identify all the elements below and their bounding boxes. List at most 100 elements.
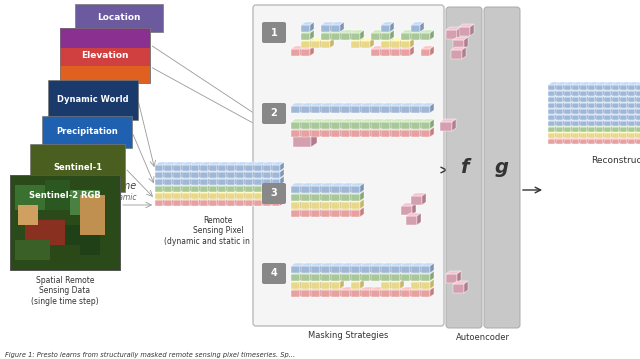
- Polygon shape: [588, 88, 599, 91]
- Polygon shape: [580, 118, 591, 121]
- Polygon shape: [227, 193, 235, 199]
- Polygon shape: [226, 190, 230, 199]
- Polygon shape: [628, 94, 639, 97]
- Polygon shape: [564, 127, 571, 132]
- Polygon shape: [612, 100, 623, 103]
- Polygon shape: [400, 263, 404, 273]
- Polygon shape: [301, 202, 310, 209]
- Polygon shape: [341, 194, 350, 201]
- Polygon shape: [209, 190, 221, 193]
- Polygon shape: [596, 85, 603, 90]
- Polygon shape: [611, 100, 615, 108]
- Polygon shape: [330, 119, 334, 129]
- Polygon shape: [351, 33, 360, 40]
- Polygon shape: [291, 130, 300, 137]
- Polygon shape: [321, 25, 330, 32]
- Polygon shape: [391, 287, 404, 290]
- Polygon shape: [164, 200, 172, 206]
- Polygon shape: [619, 124, 623, 132]
- Polygon shape: [371, 103, 384, 106]
- Polygon shape: [164, 183, 176, 186]
- Polygon shape: [579, 130, 583, 138]
- Polygon shape: [351, 290, 360, 297]
- Polygon shape: [636, 106, 640, 109]
- Polygon shape: [182, 176, 194, 179]
- Polygon shape: [401, 33, 410, 40]
- Polygon shape: [301, 183, 314, 186]
- Polygon shape: [430, 279, 434, 289]
- Polygon shape: [548, 91, 555, 96]
- Polygon shape: [291, 49, 300, 56]
- Polygon shape: [620, 127, 627, 132]
- Polygon shape: [331, 22, 344, 25]
- Polygon shape: [218, 165, 226, 171]
- Polygon shape: [236, 162, 248, 165]
- Polygon shape: [572, 139, 579, 144]
- Polygon shape: [361, 271, 374, 274]
- Polygon shape: [588, 115, 595, 120]
- FancyBboxPatch shape: [30, 144, 125, 192]
- Polygon shape: [291, 279, 304, 282]
- Polygon shape: [182, 183, 194, 186]
- Polygon shape: [209, 186, 217, 192]
- Polygon shape: [588, 121, 595, 126]
- Polygon shape: [361, 103, 374, 106]
- Text: Figure 1: Presto learns from structurally masked remote sensing pixel timeseries: Figure 1: Presto learns from structurall…: [5, 352, 295, 358]
- Polygon shape: [580, 85, 587, 90]
- Polygon shape: [350, 199, 354, 209]
- Polygon shape: [371, 274, 380, 281]
- Polygon shape: [331, 199, 344, 202]
- Polygon shape: [628, 103, 635, 108]
- Polygon shape: [300, 46, 304, 56]
- Polygon shape: [604, 88, 615, 91]
- Polygon shape: [612, 109, 619, 114]
- Polygon shape: [321, 263, 334, 266]
- Polygon shape: [321, 38, 334, 41]
- Polygon shape: [200, 176, 212, 179]
- Polygon shape: [580, 106, 591, 109]
- Polygon shape: [451, 47, 466, 50]
- Polygon shape: [579, 88, 583, 96]
- Polygon shape: [191, 190, 203, 193]
- Polygon shape: [579, 106, 583, 114]
- Polygon shape: [636, 121, 640, 126]
- Polygon shape: [321, 287, 334, 290]
- Polygon shape: [300, 191, 304, 201]
- Polygon shape: [361, 287, 374, 290]
- Polygon shape: [628, 130, 639, 133]
- Polygon shape: [596, 121, 603, 126]
- Polygon shape: [209, 200, 217, 206]
- Polygon shape: [163, 169, 167, 178]
- Polygon shape: [300, 271, 304, 281]
- Polygon shape: [381, 30, 394, 33]
- Polygon shape: [311, 282, 320, 289]
- Polygon shape: [340, 183, 344, 193]
- Polygon shape: [263, 193, 271, 199]
- Polygon shape: [371, 271, 384, 274]
- FancyBboxPatch shape: [262, 183, 286, 204]
- Polygon shape: [391, 282, 400, 289]
- Polygon shape: [421, 282, 430, 289]
- Polygon shape: [320, 38, 324, 48]
- Polygon shape: [330, 199, 334, 209]
- Polygon shape: [301, 127, 314, 130]
- Polygon shape: [360, 271, 364, 281]
- Polygon shape: [635, 124, 639, 132]
- Polygon shape: [181, 197, 185, 206]
- Polygon shape: [430, 127, 434, 137]
- Polygon shape: [411, 274, 420, 281]
- Polygon shape: [411, 130, 420, 137]
- Polygon shape: [636, 91, 640, 96]
- Polygon shape: [371, 263, 384, 266]
- Text: Reconstruction: Reconstruction: [591, 156, 640, 165]
- Polygon shape: [391, 127, 404, 130]
- Polygon shape: [411, 103, 424, 106]
- Polygon shape: [182, 190, 194, 193]
- Polygon shape: [331, 122, 340, 129]
- Polygon shape: [620, 94, 631, 97]
- Polygon shape: [381, 49, 390, 56]
- Polygon shape: [310, 199, 314, 209]
- Polygon shape: [380, 103, 384, 113]
- Polygon shape: [301, 30, 314, 33]
- Polygon shape: [627, 118, 631, 126]
